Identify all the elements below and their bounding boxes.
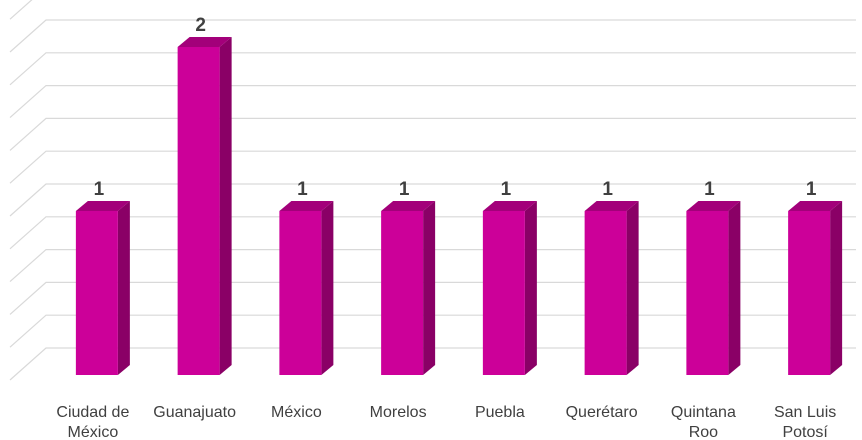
bar-top <box>279 201 334 211</box>
x-tick-label: México <box>271 404 322 421</box>
x-tick-label: San Luis Potosí <box>774 404 836 440</box>
data-label: 1 <box>399 179 410 200</box>
data-label: 1 <box>602 179 613 200</box>
gridline <box>9 183 856 217</box>
bar-top <box>482 201 537 211</box>
x-tick-label: Guanajuato <box>153 404 236 421</box>
data-label: 1 <box>297 179 308 200</box>
bar-front <box>788 211 831 375</box>
bar-side <box>423 201 436 375</box>
bar-side <box>219 37 232 375</box>
bar-top <box>381 201 436 211</box>
bar <box>279 201 334 375</box>
bar <box>584 201 639 375</box>
x-tick-label: Ciudad de México <box>56 404 129 440</box>
bar-side <box>524 201 537 375</box>
x-tick-label: Puebla <box>475 404 525 421</box>
x-tick-label: Morelos <box>370 404 427 421</box>
bar-side <box>626 201 639 375</box>
gridline <box>9 0 33 20</box>
bar-side <box>728 201 741 375</box>
bar-top <box>75 201 130 211</box>
bar-top <box>788 201 843 211</box>
gridline <box>9 150 856 184</box>
bar <box>75 201 130 375</box>
bar-side <box>117 201 130 375</box>
bar <box>381 201 436 375</box>
bar-front <box>279 211 322 375</box>
gridline <box>9 117 856 151</box>
bar-top <box>177 37 232 47</box>
data-label: 2 <box>195 15 206 36</box>
bar <box>686 201 741 375</box>
bar <box>177 37 232 375</box>
chart-bars <box>75 37 843 375</box>
chart-data-labels: 1 2 1 1 1 1 1 1 <box>94 15 817 200</box>
bar-front <box>686 211 729 375</box>
bar-front <box>482 211 525 375</box>
bar <box>788 201 843 375</box>
gridline <box>9 84 856 119</box>
x-tick-label: Quintana Roo <box>671 404 736 440</box>
bar-top <box>686 201 741 211</box>
data-label: 1 <box>806 179 817 200</box>
bar <box>482 201 537 375</box>
data-label: 1 <box>704 179 715 200</box>
bar-front <box>584 211 627 375</box>
gridline <box>9 19 856 53</box>
chart-x-tick-labels: Ciudad de México Guanajuato México Morelos Pu… <box>56 404 836 440</box>
bar-side <box>830 201 843 375</box>
gridline <box>9 52 856 86</box>
bar-side <box>321 201 334 375</box>
bar-top <box>584 201 639 211</box>
bar-front <box>381 211 424 375</box>
bar-front <box>75 211 118 375</box>
chart-gridlines <box>9 0 856 381</box>
data-label: 1 <box>501 179 512 200</box>
data-label: 1 <box>94 179 105 200</box>
bar-front <box>177 47 220 375</box>
x-tick-label: Querétaro <box>566 404 638 421</box>
